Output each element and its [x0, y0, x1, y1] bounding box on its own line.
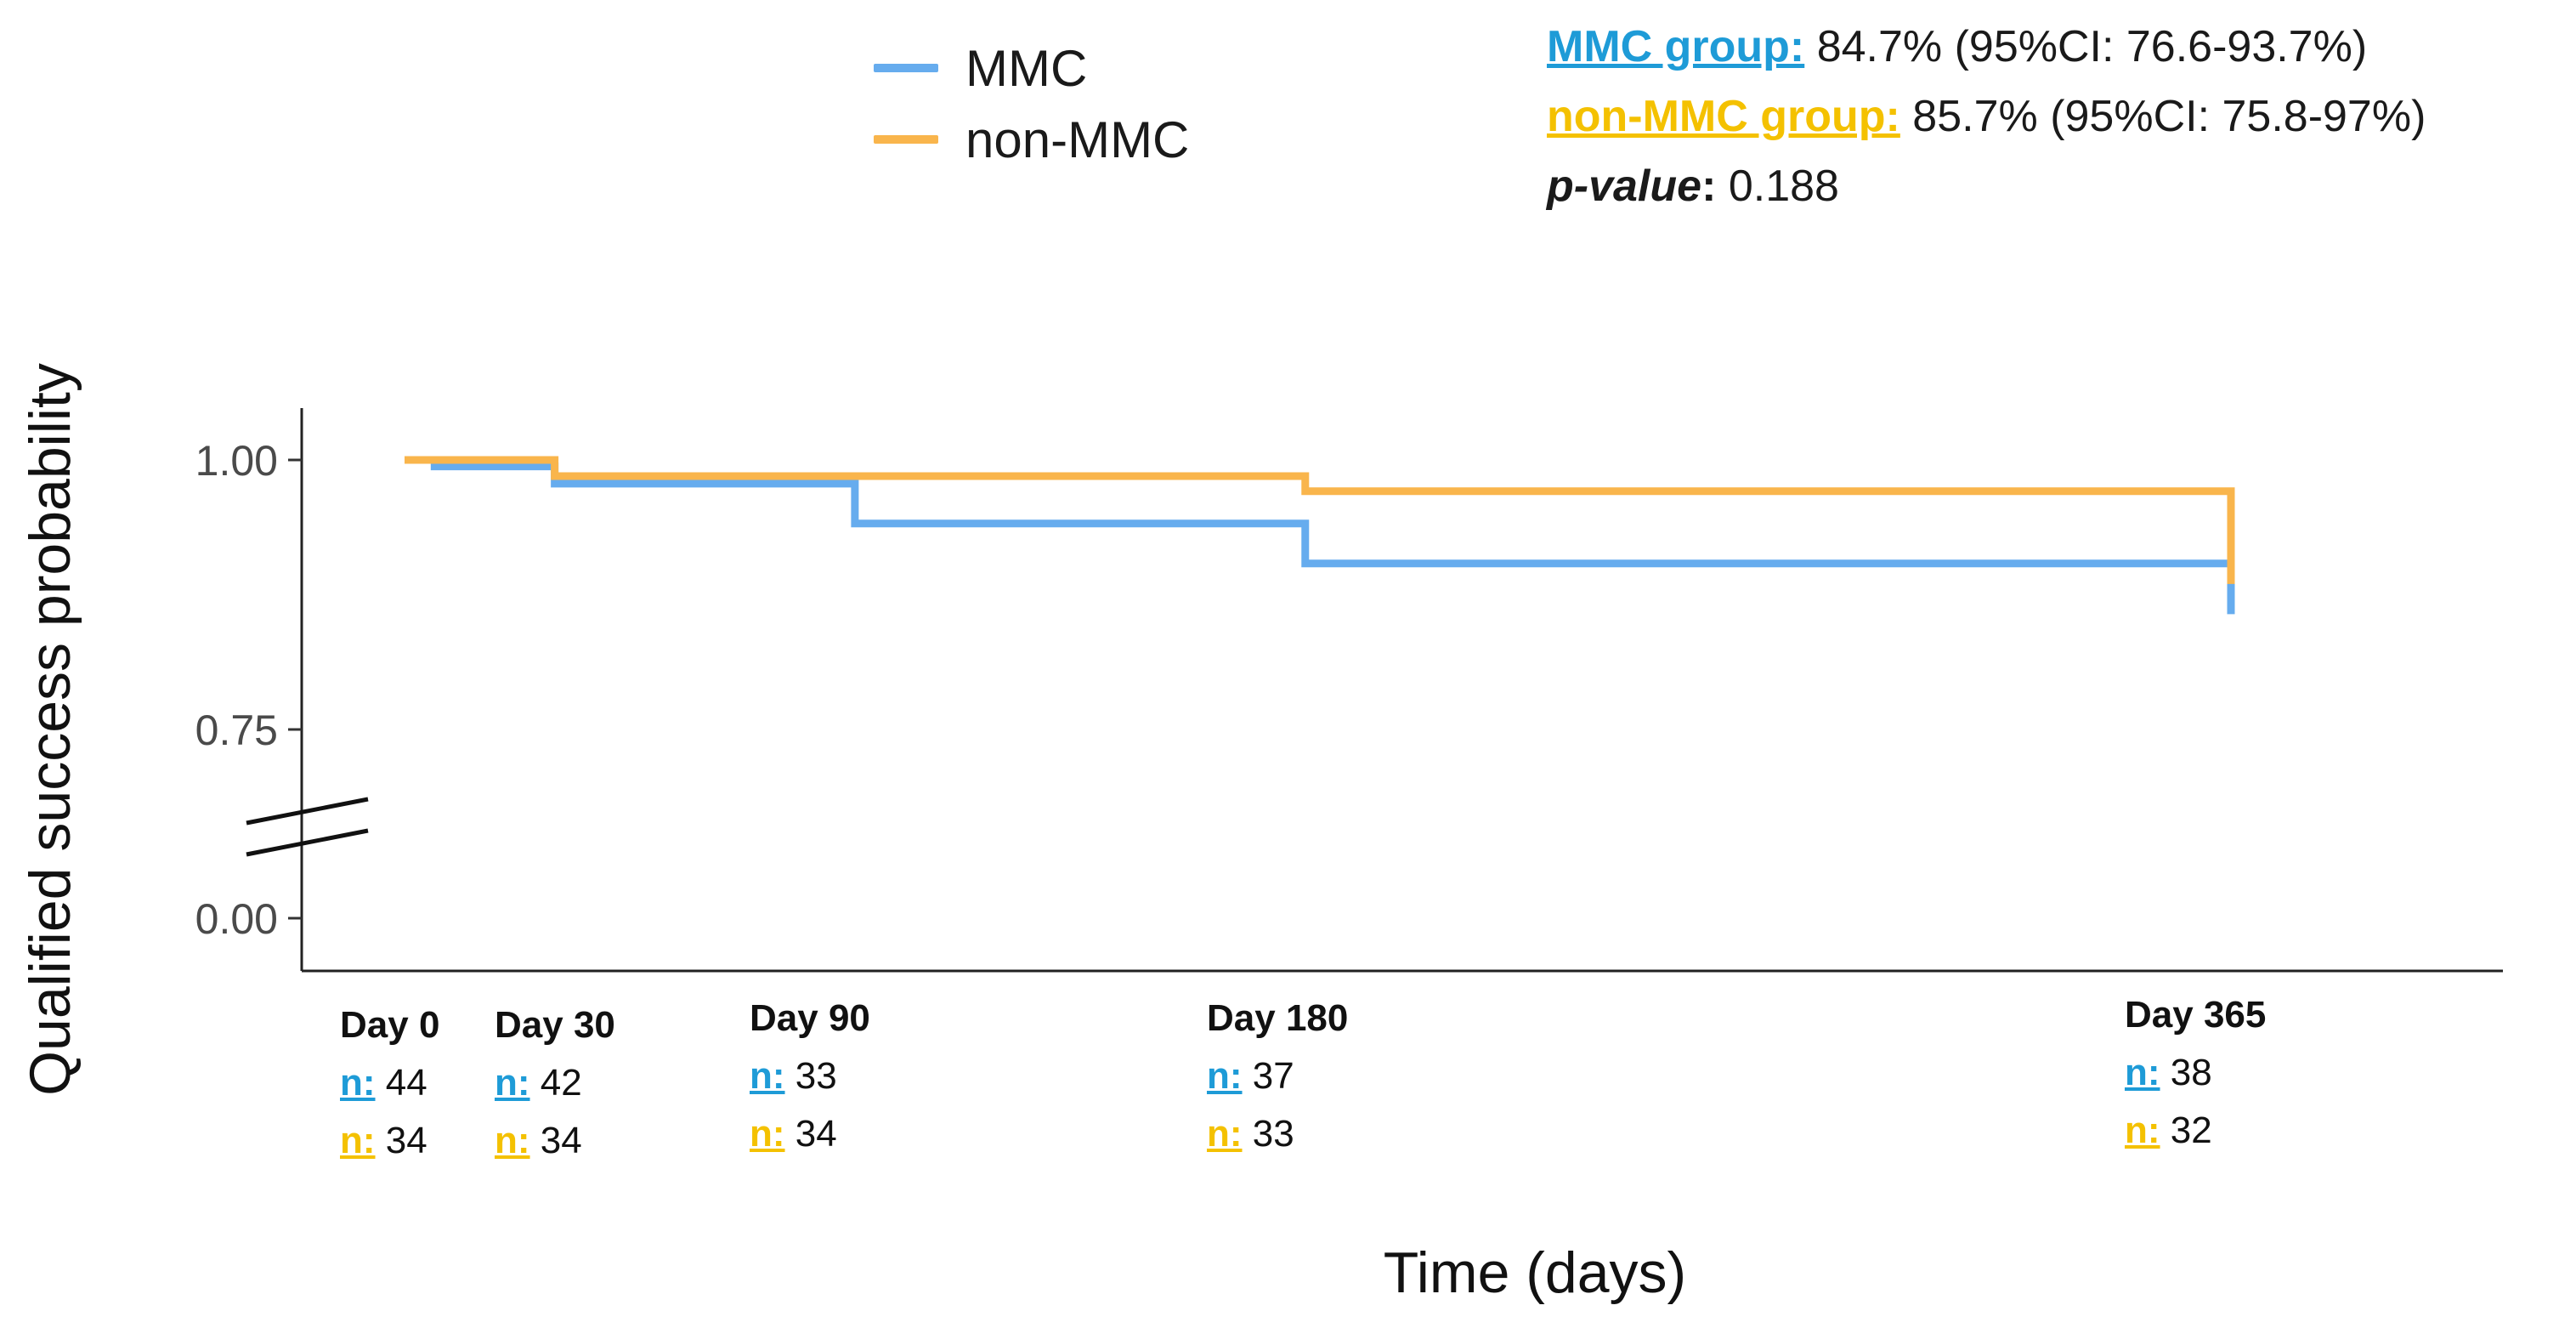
- risk-non-mmc-n: 34: [795, 1113, 837, 1155]
- risk-n-label: n:: [2125, 1052, 2160, 1093]
- legend-label-mmc: MMC: [965, 39, 1088, 97]
- risk-day-label: Day 365: [2125, 994, 2267, 1036]
- risk-n-label: n:: [2125, 1110, 2160, 1151]
- risk-mmc-row: n: 33: [750, 1047, 870, 1105]
- legend-swatch-non-mmc: [874, 135, 938, 144]
- stats-value-p: 0.188: [1716, 162, 1839, 211]
- risk-n-label: n:: [340, 1062, 376, 1104]
- y-tick-label: 0.00: [195, 895, 278, 943]
- stats-key-mmc: MMC group:: [1547, 22, 1805, 71]
- stats-annotation: MMC group: 84.7% (95%CI: 76.6-93.7%) non…: [1547, 12, 2426, 221]
- risk-mmc-n: 38: [2170, 1052, 2212, 1093]
- stats-value-mmc: 84.7% (95%CI: 76.6-93.7%): [1804, 22, 2368, 71]
- x-axis-title: Time (days): [1384, 1240, 1686, 1305]
- risk-non-mmc-row: n: 34: [495, 1112, 615, 1170]
- legend: MMC non-MMC: [874, 32, 1189, 175]
- risk-n-label: n:: [1207, 1113, 1243, 1155]
- risk-column-day-0: Day 0 n: 44 n: 34: [340, 996, 439, 1170]
- risk-day-label: Day 30: [495, 1004, 615, 1046]
- risk-non-mmc-n: 34: [385, 1120, 427, 1161]
- legend-label-non-mmc: non-MMC: [965, 111, 1190, 168]
- risk-column-day-180: Day 180 n: 37 n: 33: [1207, 990, 1348, 1163]
- stats-row-non-mmc: non-MMC group: 85.7% (95%CI: 75.8-97%): [1547, 82, 2426, 151]
- risk-day-label: Day 0: [340, 1004, 440, 1046]
- risk-mmc-n: 37: [1252, 1055, 1294, 1097]
- axis-break-mark: [246, 828, 369, 857]
- risk-n-label: n:: [340, 1120, 376, 1161]
- stats-row-p: p-value: 0.188: [1547, 151, 2426, 221]
- risk-n-label: n:: [495, 1062, 530, 1104]
- y-tick-label: 1.00: [195, 437, 278, 485]
- km-curve-mmc: [405, 456, 2235, 615]
- risk-mmc-row: n: 44: [340, 1054, 439, 1112]
- risk-column-day-365: Day 365 n: 38 n: 32: [2125, 986, 2266, 1160]
- risk-non-mmc-row: n: 32: [2125, 1102, 2266, 1160]
- risk-mmc-n: 33: [795, 1055, 837, 1097]
- risk-day-label: Day 180: [1207, 997, 1349, 1039]
- risk-column-day-30: Day 30 n: 42 n: 34: [495, 996, 615, 1170]
- axis-break-mark: [246, 797, 369, 826]
- risk-n-label: n:: [495, 1120, 530, 1161]
- risk-n-label: n:: [1207, 1055, 1243, 1097]
- risk-non-mmc-n: 33: [1252, 1113, 1294, 1155]
- risk-day-label: Day 90: [750, 997, 870, 1039]
- risk-mmc-row: n: 38: [2125, 1044, 2266, 1102]
- stats-key-non-mmc: non-MMC group:: [1547, 92, 1900, 141]
- risk-non-mmc-n: 32: [2170, 1110, 2212, 1151]
- risk-column-day-90: Day 90 n: 33 n: 34: [750, 990, 870, 1163]
- risk-n-label: n:: [750, 1055, 785, 1097]
- risk-mmc-row: n: 42: [495, 1054, 615, 1112]
- risk-non-mmc-row: n: 34: [750, 1105, 870, 1163]
- legend-swatch-mmc: [874, 64, 938, 72]
- risk-n-label: n:: [750, 1113, 785, 1155]
- stats-row-mmc: MMC group: 84.7% (95%CI: 76.6-93.7%): [1547, 12, 2426, 82]
- y-tick-label: 0.75: [195, 707, 278, 754]
- km-curve-non-mmc: [405, 456, 2235, 584]
- risk-non-mmc-n: 34: [540, 1120, 582, 1161]
- risk-mmc-row: n: 37: [1207, 1047, 1348, 1105]
- risk-non-mmc-row: n: 34: [340, 1112, 439, 1170]
- legend-item-mmc: MMC: [874, 32, 1189, 104]
- y-axis-title: Qualified success probability: [18, 363, 82, 1096]
- stats-value-non-mmc: 85.7% (95%CI: 75.8-97%): [1899, 92, 2426, 141]
- stats-key-p: p-value: [1547, 162, 1702, 211]
- risk-mmc-n: 42: [540, 1062, 582, 1104]
- stats-colon-p: :: [1701, 162, 1717, 211]
- risk-mmc-n: 44: [385, 1062, 427, 1104]
- risk-non-mmc-row: n: 33: [1207, 1105, 1348, 1163]
- legend-item-non-mmc: non-MMC: [874, 104, 1189, 175]
